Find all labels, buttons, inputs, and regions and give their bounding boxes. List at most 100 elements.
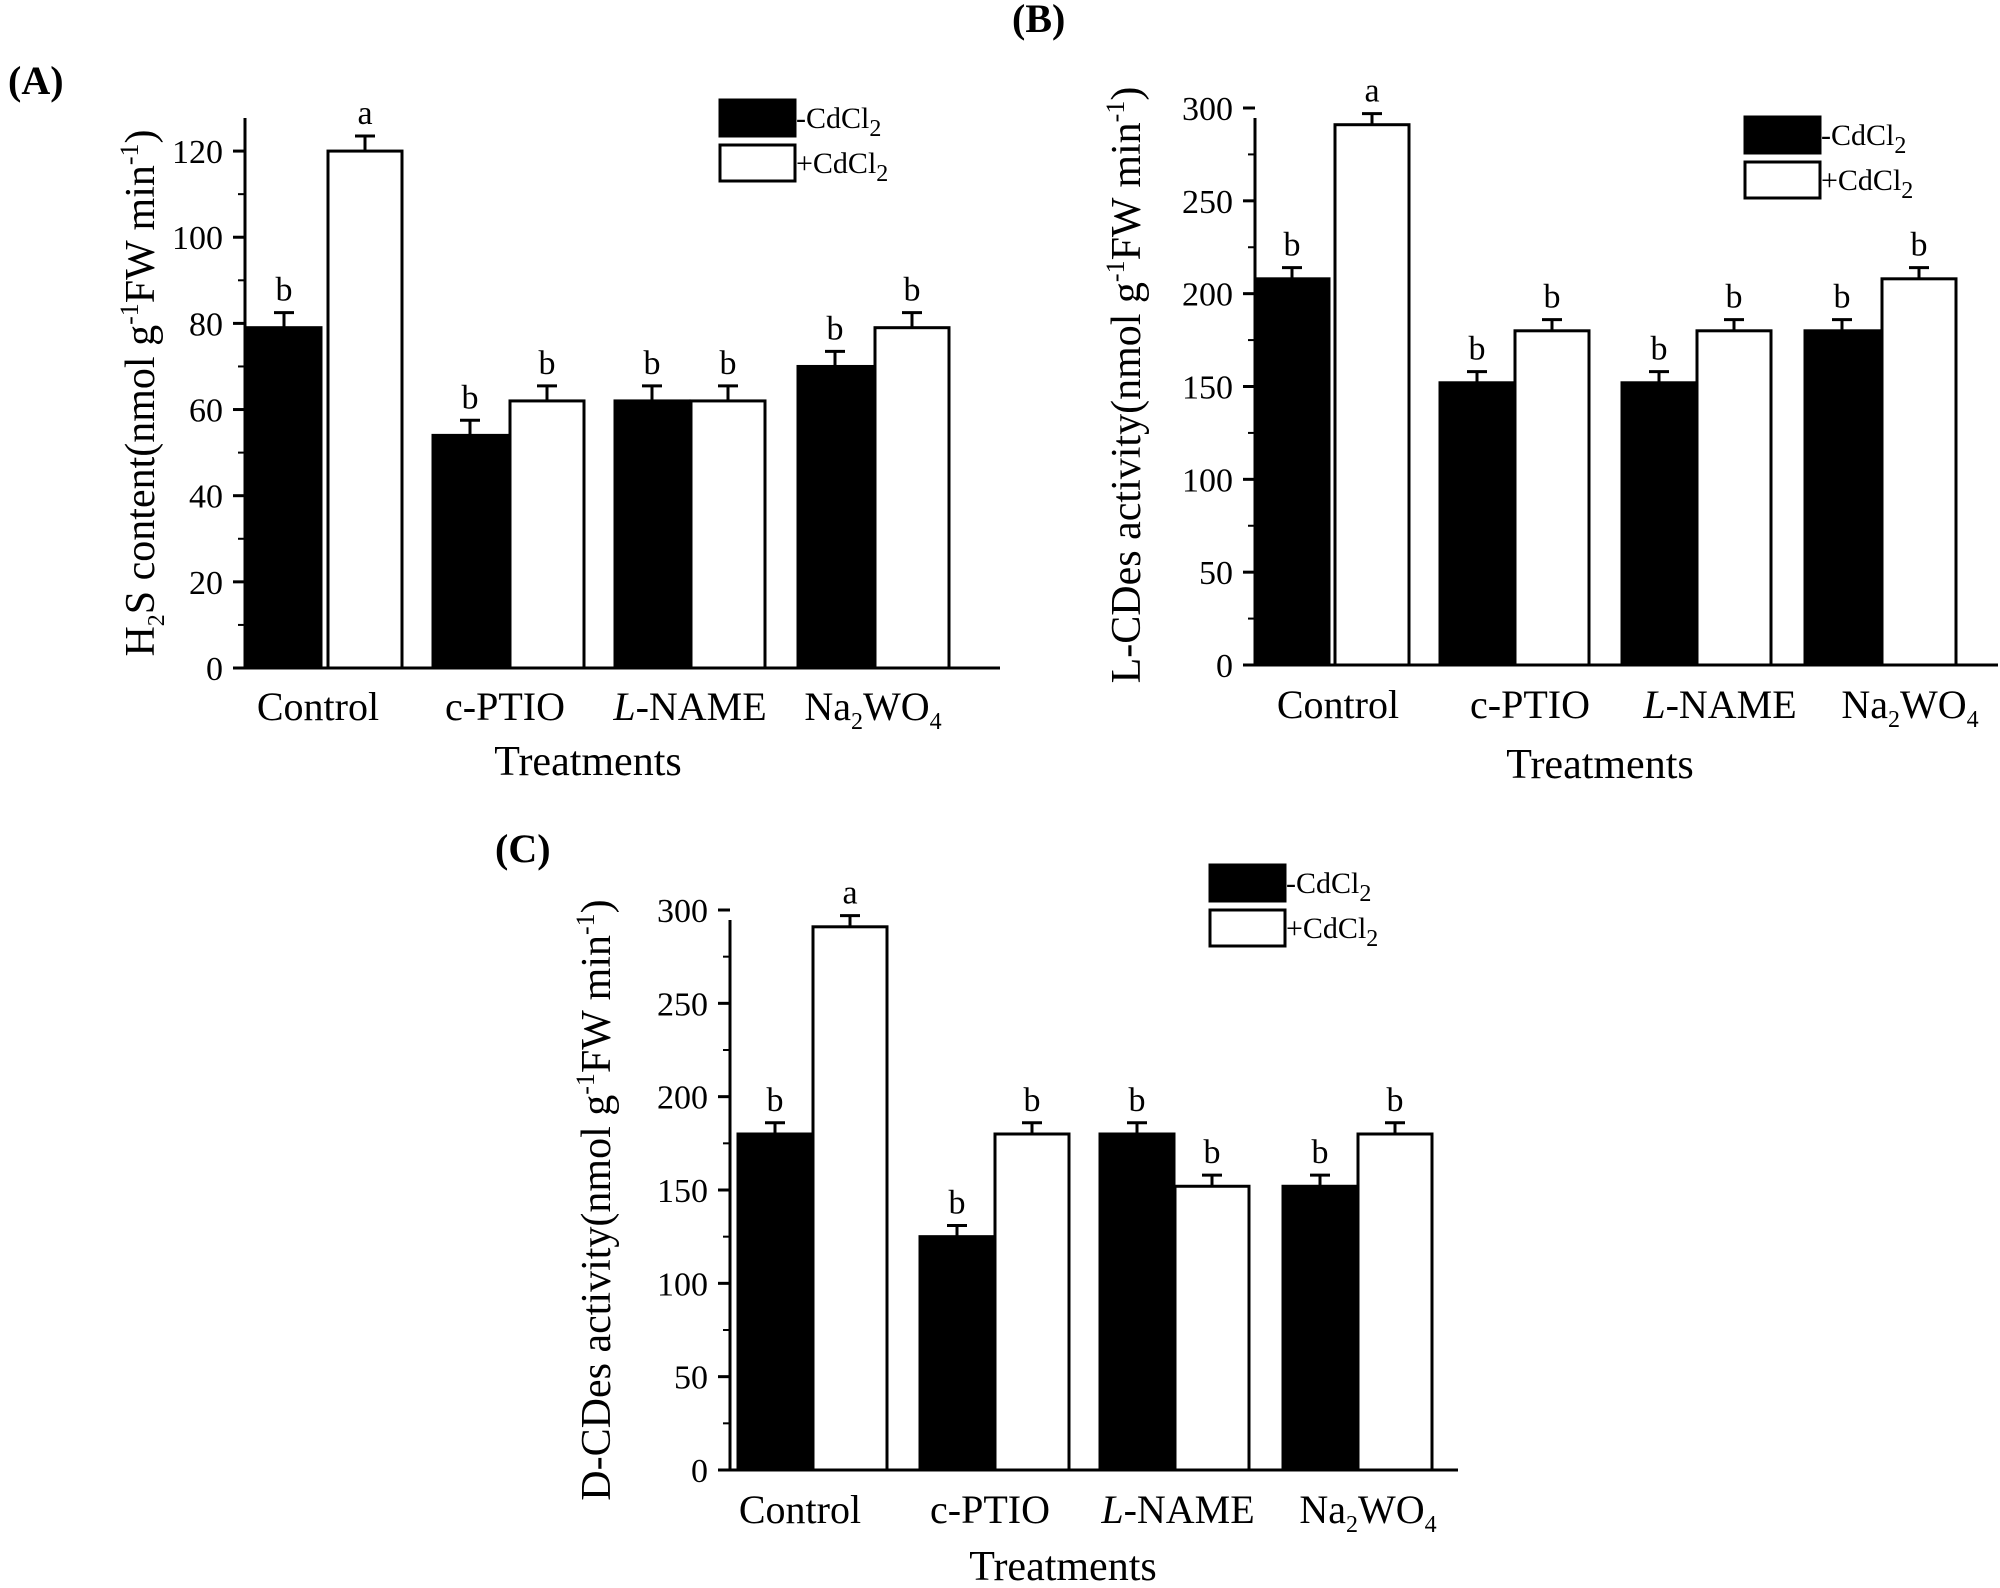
bar — [326, 149, 404, 670]
bar — [508, 399, 586, 670]
category-text: -NAME — [636, 684, 767, 729]
significance-label: b — [1024, 1082, 1041, 1119]
legend-text: -CdCl — [796, 102, 869, 135]
significance-label: b — [539, 345, 556, 382]
legend-text: -CdCl — [1821, 119, 1894, 152]
significance-label: b — [949, 1184, 966, 1221]
bar — [1513, 329, 1591, 667]
category-prefix: L — [612, 684, 635, 729]
bar — [1173, 1184, 1251, 1472]
bar — [873, 326, 951, 670]
bar — [1281, 1184, 1359, 1472]
x-tick-label: c-PTIO — [930, 1487, 1050, 1532]
ylabel-text: ) — [574, 899, 620, 913]
legend-text: +CdCl — [796, 147, 876, 180]
ylabel-text: H — [118, 626, 164, 656]
bar — [811, 925, 889, 1472]
x-tick-label: L-NAME — [1100, 1487, 1254, 1532]
significance-label: b — [462, 379, 479, 416]
bar — [1098, 1132, 1176, 1472]
legend-label: +CdCl2 — [1821, 164, 1913, 204]
y-tick-label: 40 — [189, 479, 223, 516]
bar — [1620, 381, 1698, 667]
ylabel-text: L-CDes activity(nmol g — [1104, 282, 1150, 683]
significance-label: a — [357, 95, 372, 132]
x-axis-title: Treatments — [1506, 742, 1693, 788]
bar — [245, 326, 323, 670]
bar — [1695, 329, 1773, 667]
bar — [993, 1132, 1071, 1472]
x-tick-label: Control — [1277, 682, 1399, 727]
category-text: -NAME — [1124, 1487, 1255, 1532]
y-tick-label: 250 — [1182, 184, 1233, 221]
category-subscript: 2 — [1346, 1512, 1358, 1538]
y-axis-title: L-CDes activity(nmol g-1FW min-1) — [1101, 87, 1150, 684]
y-tick-label: 300 — [1182, 91, 1233, 128]
y-tick-label: 60 — [189, 393, 223, 430]
legend-swatch — [1208, 908, 1287, 948]
bar — [613, 399, 691, 670]
ylabel-text: D-CDes activity(nmol g — [574, 1095, 620, 1501]
y-tick-label: 150 — [1182, 370, 1233, 407]
ylabel-superscript: -1 — [1101, 101, 1130, 123]
ylabel-text: FW min — [1104, 122, 1150, 260]
x-tick-label: Na2WO4 — [804, 684, 941, 735]
ylabel-superscript: -1 — [571, 913, 600, 935]
bar — [431, 433, 509, 670]
y-axis-title: H2S content(nmol g-1FW min-1) — [115, 129, 170, 656]
x-tick-label: L-NAME — [1642, 682, 1796, 727]
category-subscript: 4 — [1967, 707, 1979, 733]
y-tick-label: 100 — [657, 1266, 708, 1303]
y-tick-label: 80 — [189, 306, 223, 343]
legend-label: +CdCl2 — [796, 147, 888, 187]
y-tick-label: 100 — [1182, 462, 1233, 499]
y-tick-label: 120 — [172, 134, 223, 171]
bar — [1880, 277, 1958, 667]
significance-label: b — [1651, 331, 1668, 368]
category-text: Na — [1841, 682, 1888, 727]
legend-subscript: 2 — [876, 161, 888, 187]
category-text: c-PTIO — [1470, 682, 1590, 727]
y-axis-title: D-CDes activity(nmol g-1FW min-1) — [571, 899, 620, 1500]
legend-subscript: 2 — [869, 116, 881, 142]
panel-c: (C) 0 50 100 150 200 250 300 b b b b a b b b Control c-PT… — [495, 826, 1458, 1588]
significance-label: a — [842, 875, 857, 912]
ylabel-superscript: -1 — [1101, 260, 1130, 282]
significance-label: b — [827, 310, 844, 347]
panel-label: (B) — [1012, 0, 1065, 41]
x-tick-label: Na2WO4 — [1299, 1487, 1436, 1538]
legend-subscript: 2 — [1366, 926, 1378, 952]
legend-swatch — [1208, 863, 1287, 903]
bar — [1803, 329, 1881, 667]
x-tick-label: Control — [257, 684, 379, 729]
y-tick-label: 0 — [1216, 648, 1233, 685]
legend-text: +CdCl — [1821, 164, 1901, 197]
y-tick-label: 50 — [1199, 555, 1233, 592]
bar — [1333, 123, 1411, 667]
ylabel-text: ) — [1104, 87, 1150, 101]
legend-text: -CdCl — [1286, 867, 1359, 900]
ylabel-superscript: -1 — [115, 143, 144, 165]
legend-subscript: 2 — [1901, 178, 1913, 204]
category-subscript: 2 — [1888, 707, 1900, 733]
ylabel-text: ) — [118, 129, 164, 143]
panel-label: (C) — [495, 826, 551, 871]
y-tick-label: 0 — [691, 1453, 708, 1490]
significance-label: b — [904, 272, 921, 309]
x-tick-label: Control — [739, 1487, 861, 1532]
ylabel-subscript: 2 — [144, 614, 170, 626]
legend-text: +CdCl — [1286, 912, 1366, 945]
significance-label: b — [1204, 1134, 1221, 1171]
bar — [1356, 1132, 1434, 1472]
y-tick-label: 100 — [172, 220, 223, 257]
category-text: Control — [1277, 682, 1399, 727]
legend-swatch — [718, 143, 797, 183]
ylabel-text: FW min — [118, 165, 164, 303]
x-tick-label: c-PTIO — [445, 684, 565, 729]
y-tick-label: 20 — [189, 565, 223, 602]
x-axis-title: Treatments — [494, 739, 681, 785]
panel-a: (A) 0 20 40 60 80 100 120 b b b b a b b b Control c-PTIO L… — [8, 58, 1000, 785]
legend-label: +CdCl2 — [1286, 912, 1378, 952]
y-tick-label: 0 — [206, 651, 223, 688]
